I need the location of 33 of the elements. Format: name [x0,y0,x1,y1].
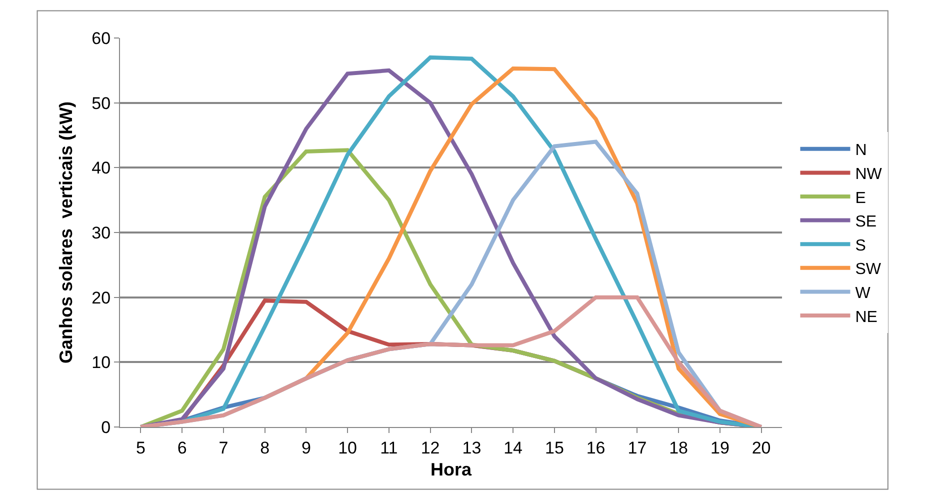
y-tick-label: 20 [92,288,111,308]
y-tick-label: 0 [101,418,111,437]
x-tick-label: 11 [380,438,398,458]
legend-label: S [855,237,866,254]
legend-label: NW [855,166,883,183]
y-tick-label: 30 [92,223,111,242]
y-tick-label: 60 [92,28,111,48]
x-tick-label: 19 [710,438,730,458]
x-tick-label: 16 [586,438,606,458]
x-axis-title: Hora [430,460,472,480]
y-tick-label: 10 [92,353,111,372]
legend-label: SE [855,214,877,231]
x-tick-label: 6 [177,438,187,458]
x-tick-label: 17 [628,438,647,458]
x-tick-label: 18 [669,438,688,458]
x-tick-label: 13 [462,438,482,458]
x-tick-label: 10 [338,438,358,458]
x-tick-label: 9 [301,438,311,458]
x-tick-label: 15 [544,438,564,458]
x-tick-label: 8 [260,438,270,458]
x-tick-label: 7 [218,438,228,458]
legend-label: NE [855,308,878,326]
y-tick-label: 40 [92,158,111,178]
x-tick-label: 14 [504,438,523,458]
legend-label: E [855,190,866,207]
x-tick-label: 5 [136,438,146,458]
legend-label: SW [855,261,882,278]
legend-label: W [855,284,872,302]
x-tick-label: 20 [752,438,771,458]
x-tick-label: 12 [420,438,440,458]
y-axis-title: Ganhos solares verticais (kW) [56,101,76,364]
legend-label: N [855,142,867,160]
y-tick-label: 50 [92,94,111,113]
